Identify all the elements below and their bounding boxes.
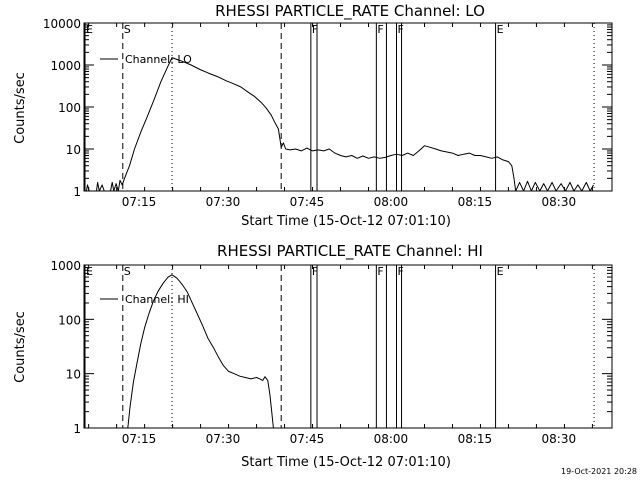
panel-lo-title: RHESSI PARTICLE_RATE Channel: LO <box>215 2 485 21</box>
panel-lo-axes: 07:15 07:30 07:45 08:00 08:15 08:30 1 10 100 1000… <box>43 17 613 209</box>
series-line-hi <box>127 274 274 429</box>
panel-lo-ylabel: Counts/sec <box>13 72 28 144</box>
marker-label-8: F <box>398 265 404 278</box>
y-tick-label: 1000 <box>50 59 81 73</box>
x-tick-label: 08:00 <box>374 432 409 446</box>
series-line-lo <box>85 57 594 192</box>
plot-frame <box>83 22 613 192</box>
marker-label-10: E <box>497 265 504 278</box>
marker-label-6: F <box>377 265 383 278</box>
y-tick-label: 1 <box>73 185 81 199</box>
marker-label-1: S <box>124 23 131 36</box>
x-tick-label: 07:30 <box>206 195 241 209</box>
y-tick-label: 100 <box>58 101 81 115</box>
x-tick-label: 07:15 <box>122 195 157 209</box>
panel-lo-plot <box>85 57 594 192</box>
x-tick-label: 07:45 <box>290 195 325 209</box>
panel-hi-ylabel: Counts/sec <box>13 311 28 383</box>
panel-hi-axes: 07:15 07:30 07:45 08:00 08:15 08:30 1 10 100 1000 <box>50 259 613 446</box>
marker-label-6: F <box>377 23 383 36</box>
y-tick-label: 10000 <box>43 17 81 31</box>
x-tick-label: 08:30 <box>542 432 577 446</box>
panel-lo-xlabel: Start Time (15-Oct-12 07:01:10) <box>241 214 451 229</box>
x-tick-label: 08:00 <box>374 195 409 209</box>
marker-label-4: F <box>312 265 318 278</box>
marker-label-0: E <box>86 23 93 36</box>
panel-hi-xlabel: Start Time (15-Oct-12 07:01:10) <box>241 455 451 470</box>
y-tick-label: 10 <box>66 368 81 382</box>
panel-hi-legend: Channel: HI <box>100 293 189 306</box>
y-tick-label: 100 <box>58 313 81 327</box>
x-tick-label: 08:15 <box>458 432 493 446</box>
marker-label-1: S <box>124 265 131 278</box>
y-tick-label: 10 <box>66 143 81 157</box>
panel-hi: RHESSI PARTICLE_RATE Channel: HI Counts/… <box>13 242 613 470</box>
plot-frame <box>83 264 613 429</box>
panel-lo-legend-label: Channel: LO <box>125 53 192 66</box>
footer-date: 19-Oct-2021 20:28 <box>561 467 637 476</box>
x-tick-label: 07:15 <box>122 432 157 446</box>
panel-hi-title: RHESSI PARTICLE_RATE Channel: HI <box>217 242 483 261</box>
x-tick-label: 08:30 <box>542 195 577 209</box>
panel-hi-legend-label: Channel: HI <box>125 293 189 306</box>
x-tick-label: 07:30 <box>206 432 241 446</box>
marker-label-8: F <box>398 23 404 36</box>
panel-lo: RHESSI PARTICLE_RATE Channel: LO Counts/… <box>13 2 613 229</box>
x-tick-label: 08:15 <box>458 195 493 209</box>
y-tick-label: 1000 <box>50 259 81 273</box>
panel-lo-legend: Channel: LO <box>100 53 192 66</box>
marker-label-10: E <box>497 23 504 36</box>
y-tick-label: 1 <box>73 422 81 436</box>
x-tick-label: 07:45 <box>290 432 325 446</box>
marker-label-4: F <box>312 23 318 36</box>
marker-label-0: E <box>86 265 93 278</box>
panel-hi-plot <box>127 274 274 429</box>
